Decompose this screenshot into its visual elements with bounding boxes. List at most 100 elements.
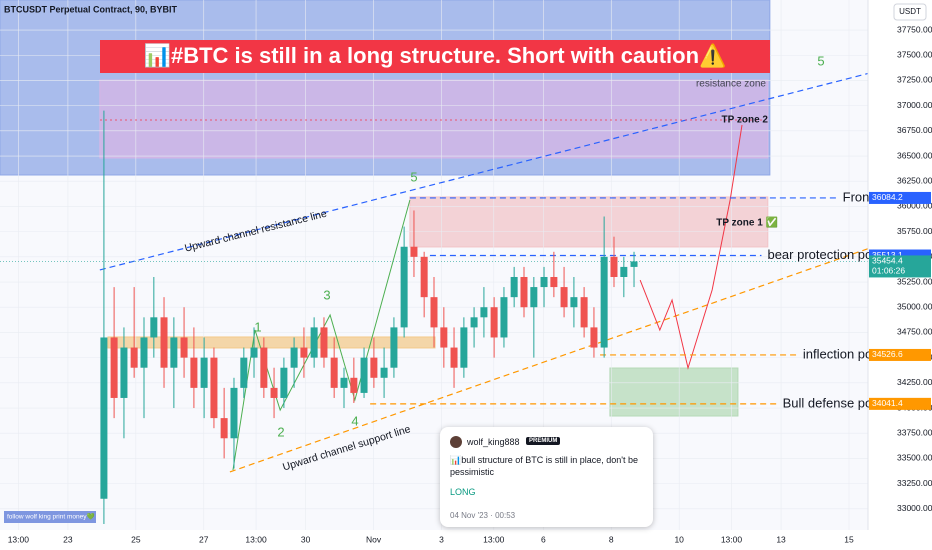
x-tick-label: 15 <box>844 534 854 544</box>
y-tick-label: 37250.00 <box>897 75 932 85</box>
wave-label: 4 <box>351 413 358 428</box>
y-tick-label: 33000.00 <box>897 503 932 513</box>
candle-body <box>450 347 458 368</box>
candle-body <box>410 246 418 257</box>
countdown: 01:06:26 <box>872 266 905 276</box>
x-tick-label: 27 <box>199 534 209 544</box>
candle-body <box>190 357 198 388</box>
x-tick-label: 30 <box>301 534 311 544</box>
x-tick-label: 3 <box>439 534 444 544</box>
price-tag-label: 35513.1 <box>872 250 903 260</box>
y-tick-label: 36750.00 <box>897 125 932 135</box>
y-tick-label: 33250.00 <box>897 478 932 488</box>
price-tag-label: 34526.6 <box>872 349 903 359</box>
candle-body <box>200 357 208 388</box>
y-tick-label: 33750.00 <box>897 427 932 437</box>
x-tick-label: 10 <box>674 534 684 544</box>
x-tick-label: 13:00 <box>721 534 743 544</box>
title-banner <box>100 40 770 73</box>
candle-body <box>380 367 388 378</box>
zones-layer <box>0 0 771 417</box>
candle-body <box>170 337 178 368</box>
avatar <box>450 436 462 448</box>
y-tick-label: 34750.00 <box>897 327 932 337</box>
x-tick-label: 8 <box>609 534 614 544</box>
currency-box <box>893 3 927 21</box>
candle-body <box>460 327 468 368</box>
wave-label: 3 <box>323 287 330 302</box>
candle-body <box>540 276 548 288</box>
candle-body <box>620 266 628 277</box>
candle-body <box>490 307 498 338</box>
candle-body <box>550 276 558 288</box>
idea-note[interactable]: wolf_king888 PREMIUM 📊bull structure of … <box>440 427 653 527</box>
y-tick-label: 37500.00 <box>897 49 932 59</box>
x-tick-label: 6 <box>541 534 546 544</box>
candle-body <box>110 337 118 398</box>
y-tick-label: 37000.00 <box>897 100 932 110</box>
wave-label: 5 <box>410 169 417 184</box>
y-tick-label: 33500.00 <box>897 453 932 463</box>
x-tick-label: 23 <box>63 534 73 544</box>
x-tick-label: 25 <box>131 534 141 544</box>
x-tick-label: 13:00 <box>8 534 30 544</box>
tp2-label: TP zone 2 <box>722 115 769 126</box>
price-tag <box>869 191 931 204</box>
wave-label: 5 <box>817 53 824 68</box>
wave-label: 2 <box>277 424 284 439</box>
candle-body <box>120 347 128 398</box>
note-author: wolf_king888 <box>467 437 520 447</box>
candle-body <box>250 347 258 358</box>
chart-title: 📊#BTC is still in a long structure. Shor… <box>144 43 727 68</box>
level-label: bear protection point <box>767 247 886 262</box>
trendline <box>99 72 871 271</box>
level-label: inflection point <box>803 346 886 361</box>
x-tick-label: 13:00 <box>483 534 505 544</box>
note-signal: LONG <box>450 487 476 497</box>
level-label: Bull defense point <box>783 395 887 410</box>
y-tick-label: 35000.00 <box>897 301 932 311</box>
y-tick-label: 35750.00 <box>897 226 932 236</box>
candle-body <box>350 377 358 393</box>
lines-layer <box>0 72 871 473</box>
candle-body <box>180 337 188 358</box>
zone-label: TP zone 1 ✅ <box>716 216 778 229</box>
footer-note: follow wolf king print money💚 <box>7 513 95 521</box>
candle-body <box>480 307 488 318</box>
candle-body <box>580 297 588 328</box>
candle-body <box>280 367 288 398</box>
currency: USDT <box>899 7 921 16</box>
trendline <box>229 247 871 473</box>
candle-body <box>230 387 238 439</box>
last-price-tag <box>869 255 931 278</box>
y-tick-label: 34250.00 <box>897 377 932 387</box>
candle-body <box>390 327 398 368</box>
candle-body <box>160 317 168 368</box>
x-tick-label: 13:00 <box>245 534 267 544</box>
symbol: BTCUSDT Perpetual Contract, 90, BYBIT <box>4 4 178 14</box>
price-tag-label: 34041.4 <box>872 398 903 408</box>
candle-body <box>300 347 308 358</box>
note-badge: PREMIUM <box>526 437 561 445</box>
candle-body <box>140 337 148 368</box>
y-tick-label: 36000.00 <box>897 201 932 211</box>
y-tick-label: 36500.00 <box>897 150 932 160</box>
candle-body <box>310 327 318 358</box>
note-time: 04 Nov '23 · 00:53 <box>450 511 516 520</box>
y-tick-label: 35250.00 <box>897 276 932 286</box>
price-tag-label: 36084.2 <box>872 192 903 202</box>
candle-body <box>150 317 158 338</box>
candle-body <box>100 337 108 499</box>
zone <box>409 196 769 248</box>
zone-label: resistance zone <box>696 79 766 90</box>
annotation-layer: BTCUSDT Perpetual Contract, 90, BYBIT US… <box>4 3 932 544</box>
candle-body <box>630 261 638 267</box>
candle-body <box>570 297 578 308</box>
projection-path <box>639 124 743 370</box>
y-tick-label: 36250.00 <box>897 175 932 185</box>
zone <box>99 79 769 159</box>
candle-body <box>530 287 538 308</box>
footer-note-bg <box>4 511 96 523</box>
candle-body <box>610 256 618 277</box>
